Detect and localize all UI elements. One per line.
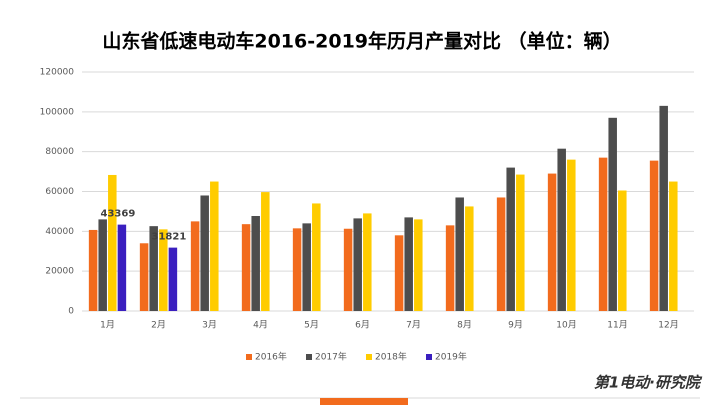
bar (241, 224, 251, 311)
legend-swatch (426, 354, 432, 360)
x-tick-label: 12月 (658, 320, 678, 331)
x-tick-label: 7月 (406, 320, 421, 331)
bar (404, 217, 413, 311)
bar (200, 195, 209, 311)
bar (139, 243, 149, 311)
bar (465, 206, 474, 311)
y-tick-label: 60000 (45, 187, 74, 197)
legend-swatch (306, 354, 312, 360)
bar (343, 228, 353, 311)
bar (251, 215, 260, 311)
y-tick-label: 100000 (40, 107, 75, 117)
x-tick-label: 6月 (355, 320, 370, 331)
bar (608, 117, 617, 311)
bar (117, 224, 127, 311)
legend-label: 2017年 (315, 351, 347, 363)
bar (168, 247, 178, 311)
x-tick-label: 4月 (253, 320, 268, 331)
bar (353, 218, 362, 311)
bar (445, 225, 455, 311)
bar (669, 181, 678, 311)
bar (363, 213, 372, 311)
bar (108, 174, 117, 311)
x-tick-label: 3月 (202, 320, 217, 331)
y-tick-label: 20000 (45, 267, 74, 277)
data-label: 31821 (152, 232, 187, 243)
x-tick-label: 2月 (151, 320, 166, 331)
legend-swatch (246, 354, 252, 360)
legend-swatch (366, 354, 372, 360)
bar (649, 160, 659, 311)
x-tick-label: 9月 (508, 320, 523, 331)
y-tick-label: 120000 (40, 68, 75, 78)
bar (98, 219, 107, 311)
legend-label: 2018年 (375, 351, 407, 363)
bar (312, 203, 321, 311)
bar (516, 174, 525, 311)
bar (394, 235, 404, 311)
bar (149, 226, 158, 311)
source-logo: 第1电动·研究院 (594, 374, 703, 392)
bar (598, 157, 608, 311)
bar (547, 173, 557, 311)
y-tick-label: 40000 (45, 227, 74, 237)
x-tick-label: 1月 (100, 320, 115, 331)
data-label: 43369 (101, 209, 136, 220)
legend-label: 2019年 (435, 351, 467, 363)
y-tick-label: 0 (68, 307, 74, 317)
x-tick-label: 11月 (607, 320, 627, 331)
bar (88, 229, 98, 311)
bar (567, 159, 576, 311)
bar (210, 181, 219, 311)
x-tick-label: 5月 (304, 320, 319, 331)
bar (190, 221, 200, 311)
legend-label: 2016年 (255, 351, 287, 363)
x-tick-label: 10月 (556, 320, 576, 331)
bar (496, 197, 506, 311)
footer-bar (320, 398, 408, 405)
bar (557, 148, 566, 311)
bar (261, 192, 270, 311)
bar (618, 190, 627, 311)
bar (659, 105, 668, 311)
x-tick-label: 8月 (457, 320, 472, 331)
bar (302, 223, 311, 311)
bar (506, 167, 515, 311)
bar (414, 219, 423, 311)
bar (159, 229, 168, 311)
chart-title: 山东省低速电动车2016-2019年历月产量对比 （单位：辆） (102, 30, 621, 53)
bar (292, 228, 302, 311)
bar (455, 197, 464, 311)
y-tick-label: 80000 (45, 147, 74, 157)
